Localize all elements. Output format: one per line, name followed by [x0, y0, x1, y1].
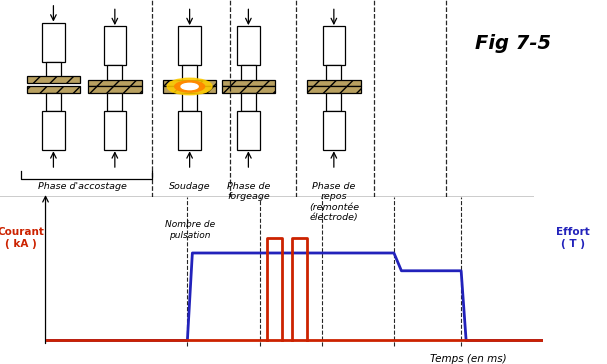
- Text: Phase de
repos
(remontée
électrode): Phase de repos (remontée électrode): [309, 182, 359, 222]
- Text: Phase d'accostage: Phase d'accostage: [38, 182, 127, 191]
- Text: Fig 7-5: Fig 7-5: [475, 34, 551, 53]
- Text: Soudage: Soudage: [169, 182, 211, 191]
- Bar: [182, 66, 197, 83]
- Text: Phase de
forgeage: Phase de forgeage: [226, 182, 270, 201]
- Text: Courant
( kA ): Courant ( kA ): [0, 228, 44, 249]
- Text: Effort
( T ): Effort ( T ): [556, 228, 590, 249]
- Bar: [163, 87, 216, 93]
- Bar: [323, 111, 345, 150]
- Bar: [42, 23, 64, 62]
- Text: Nombre de
pulsation: Nombre de pulsation: [164, 220, 215, 240]
- Bar: [27, 76, 80, 83]
- Bar: [178, 111, 201, 150]
- Bar: [42, 111, 64, 150]
- Bar: [222, 87, 275, 93]
- Bar: [46, 62, 61, 79]
- Bar: [327, 93, 341, 111]
- Bar: [182, 93, 197, 111]
- Text: Temps (en ms): Temps (en ms): [430, 354, 507, 364]
- Bar: [307, 80, 361, 87]
- Bar: [178, 26, 201, 66]
- Bar: [163, 80, 216, 87]
- Bar: [88, 80, 141, 87]
- Bar: [107, 66, 123, 83]
- Bar: [104, 26, 126, 66]
- Circle shape: [175, 81, 205, 92]
- Bar: [107, 93, 123, 111]
- Bar: [237, 111, 260, 150]
- Bar: [222, 80, 275, 87]
- Bar: [323, 26, 345, 66]
- Bar: [327, 66, 341, 83]
- Bar: [307, 87, 361, 93]
- Bar: [241, 66, 256, 83]
- Bar: [88, 87, 141, 93]
- Bar: [46, 93, 61, 111]
- Circle shape: [167, 78, 212, 95]
- Bar: [104, 111, 126, 150]
- Bar: [241, 93, 256, 111]
- Circle shape: [181, 83, 198, 90]
- Bar: [237, 26, 260, 66]
- Bar: [27, 87, 80, 93]
